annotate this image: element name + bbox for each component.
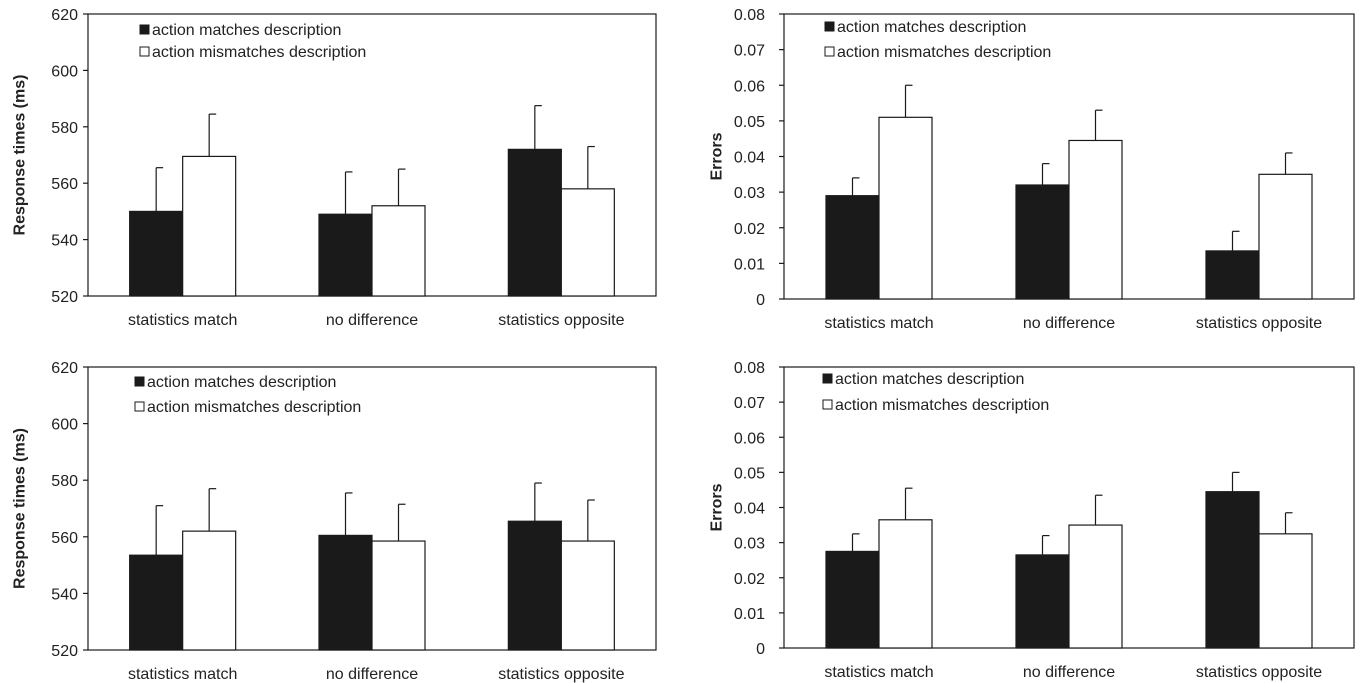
bar-match xyxy=(1205,491,1260,649)
x-tick-label: statistics match xyxy=(128,666,237,683)
y-axis-label: Errors xyxy=(709,132,726,180)
y-tick-label: 520 xyxy=(51,289,78,306)
y-tick-label: 0.06 xyxy=(734,78,765,95)
bar-mismatch xyxy=(182,530,237,651)
y-tick-label: 0.02 xyxy=(734,221,765,238)
x-tick-label: no difference xyxy=(326,312,418,329)
y-tick-label: 620 xyxy=(51,7,78,24)
y-axis-label: Errors xyxy=(709,483,726,531)
legend-label-mismatch: action mismatches description xyxy=(152,44,366,61)
legend-label-mismatch: action mismatches description xyxy=(835,397,1049,414)
y-tick-label: 620 xyxy=(51,360,78,377)
x-tick-label: statistics match xyxy=(824,664,933,681)
bar-mismatch xyxy=(1258,533,1313,649)
y-axis-label: Response times (ms) xyxy=(12,75,29,236)
y-tick-label: 0.03 xyxy=(734,185,765,202)
y-tick-label: 0.08 xyxy=(734,7,765,24)
y-tick-label: 580 xyxy=(51,120,78,137)
chart-panel-4: 0 0.01 0.02 0.03 0.04 0.05 0.06 0.07 0.08 Errors s… xyxy=(709,360,1355,681)
y-tick-label: 0.05 xyxy=(734,114,765,131)
bar-match xyxy=(825,195,880,300)
legend-swatch-mismatch xyxy=(824,46,835,57)
y-tick-label: 0.01 xyxy=(734,256,765,273)
legend-label-match: action matches description xyxy=(837,19,1026,36)
bar-match xyxy=(318,213,373,297)
y-tick-label: 0.06 xyxy=(734,430,765,447)
y-tick-label: 560 xyxy=(51,530,78,547)
y-tick-label: 0.08 xyxy=(734,360,765,377)
legend-label-match: action matches description xyxy=(835,371,1024,388)
bar-match xyxy=(507,148,562,297)
y-tick-label: 0.05 xyxy=(734,465,765,482)
y-tick-label: 0.04 xyxy=(734,501,765,518)
x-tick-label: statistics match xyxy=(128,312,237,329)
y-tick-label: 520 xyxy=(51,643,78,660)
bar-match xyxy=(507,520,562,651)
y-tick-label: 0 xyxy=(756,641,765,658)
y-tick-label: 0.07 xyxy=(734,43,765,60)
y-tick-label: 0.01 xyxy=(734,606,765,623)
y-tick-label: 560 xyxy=(51,176,78,193)
y-tick-label: 0.02 xyxy=(734,571,765,588)
x-tick-label: statistics opposite xyxy=(1196,315,1322,332)
bar-match xyxy=(1205,250,1260,300)
x-tick-label: statistics match xyxy=(824,315,933,332)
bar-mismatch xyxy=(878,519,933,649)
bar-mismatch xyxy=(1068,524,1123,649)
legend-label-match: action matches description xyxy=(147,374,336,391)
y-tick-label: 600 xyxy=(51,417,78,434)
y-tick-label: 0.03 xyxy=(734,536,765,553)
y-tick-label: 580 xyxy=(51,473,78,490)
legend-swatch-match xyxy=(822,373,833,384)
bar-match xyxy=(129,554,184,651)
bar-match xyxy=(1015,554,1070,649)
x-tick-label: no difference xyxy=(1023,315,1115,332)
x-tick-label: no difference xyxy=(1023,664,1115,681)
x-tick-label: statistics opposite xyxy=(1196,664,1322,681)
y-tick-label: 0.07 xyxy=(734,395,765,412)
bar-mismatch xyxy=(1068,139,1123,300)
legend-swatch-mismatch xyxy=(822,399,833,410)
bar-mismatch xyxy=(371,540,426,651)
bar-match xyxy=(825,550,880,649)
x-tick-label: statistics opposite xyxy=(498,312,624,329)
legend-swatch-match xyxy=(139,24,150,35)
bar-mismatch xyxy=(1258,173,1313,300)
y-tick-label: 0 xyxy=(756,292,765,309)
y-tick-label: 540 xyxy=(51,586,78,603)
bar-mismatch xyxy=(560,188,615,297)
legend-label-match: action matches description xyxy=(152,22,341,39)
y-tick-label: 600 xyxy=(51,63,78,80)
y-tick-label: 540 xyxy=(51,233,78,250)
chart-panel-1: 520 540 560 580 600 620 Response times (ms) sta… xyxy=(12,7,657,329)
bar-mismatch xyxy=(878,116,933,300)
bar-match xyxy=(1015,184,1070,300)
bar-match xyxy=(129,210,184,297)
bar-match xyxy=(318,534,373,651)
chart-panel-3: 520 540 560 580 600 620 Response times (ms) sta… xyxy=(12,360,657,683)
bar-mismatch xyxy=(560,540,615,651)
legend-swatch-match xyxy=(134,376,145,387)
legend-swatch-match xyxy=(824,21,835,32)
chart-panel-2: 0 0.01 0.02 0.03 0.04 0.05 0.06 0.07 0.08 Errors s… xyxy=(709,7,1355,332)
x-tick-label: statistics opposite xyxy=(498,666,624,683)
bar-mismatch xyxy=(371,205,426,297)
legend-swatch-mismatch xyxy=(134,401,145,412)
legend-swatch-mismatch xyxy=(139,46,150,57)
legend-label-mismatch: action mismatches description xyxy=(837,44,1051,61)
y-axis-label: Response times (ms) xyxy=(12,428,29,589)
y-tick-label: 0.04 xyxy=(734,150,765,167)
bar-mismatch xyxy=(182,155,237,297)
legend-label-mismatch: action mismatches description xyxy=(147,399,361,416)
x-tick-label: no difference xyxy=(326,666,418,683)
